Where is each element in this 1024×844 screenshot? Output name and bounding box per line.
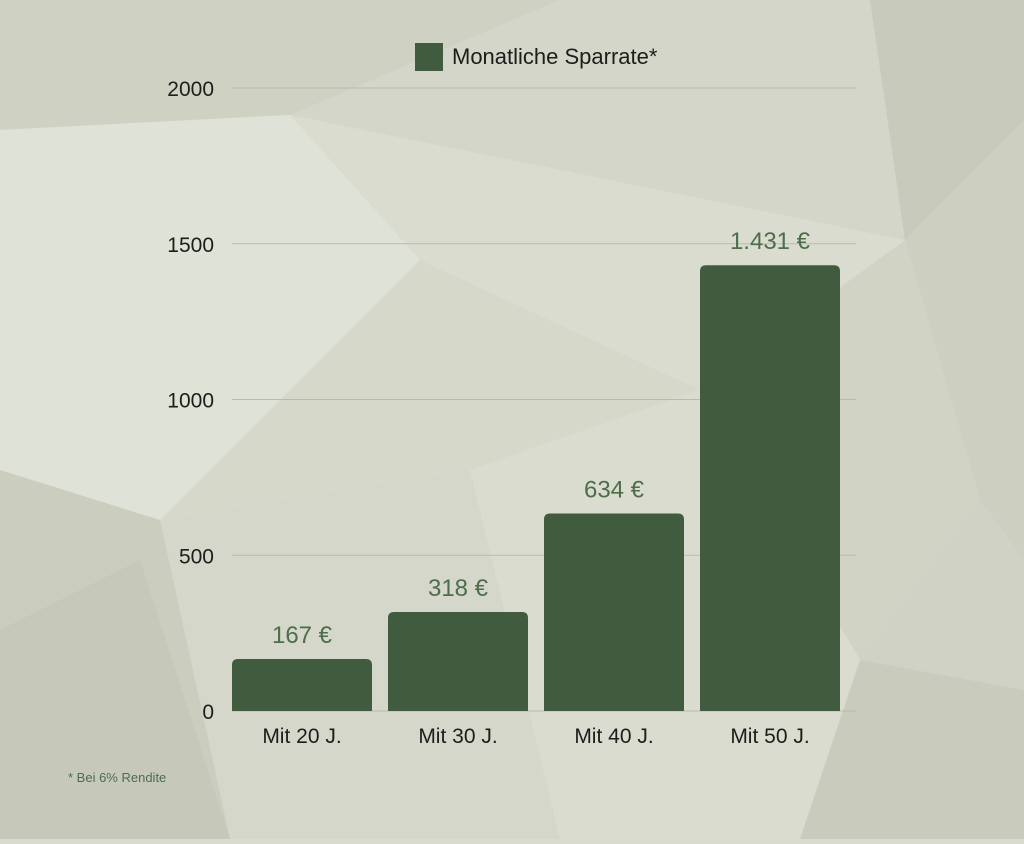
legend: Monatliche Sparrate* — [415, 43, 658, 71]
bar — [232, 658, 372, 711]
value-label: 634 € — [584, 477, 645, 504]
y-axis-ticks: 0 500 1000 1500 2000 — [167, 78, 214, 724]
bar — [388, 611, 528, 711]
x-tick-label: Mit 30 J. — [418, 725, 497, 748]
y-tick-label: 2000 — [167, 78, 214, 101]
bars — [232, 265, 840, 711]
legend-swatch — [415, 43, 443, 71]
y-tick-label: 500 — [179, 545, 214, 568]
value-labels: 167 € 318 € 634 € 1.431 € — [272, 228, 811, 649]
value-label: 318 € — [428, 575, 489, 602]
bar — [544, 513, 684, 711]
x-tick-label: Mit 50 J. — [730, 725, 809, 748]
y-tick-label: 1500 — [167, 234, 214, 257]
x-axis-ticks: Mit 20 J. Mit 30 J. Mit 40 J. Mit 50 J. — [262, 725, 809, 748]
y-tick-label: 0 — [202, 701, 214, 724]
value-label: 1.431 € — [730, 228, 811, 255]
y-tick-label: 1000 — [167, 390, 214, 413]
x-tick-label: Mit 40 J. — [574, 725, 653, 748]
legend-label: Monatliche Sparrate* — [452, 44, 658, 69]
x-tick-label: Mit 20 J. — [262, 725, 341, 748]
footnote: * Bei 6% Rendite — [68, 770, 166, 785]
value-label: 167 € — [272, 622, 333, 649]
bar — [700, 265, 840, 711]
